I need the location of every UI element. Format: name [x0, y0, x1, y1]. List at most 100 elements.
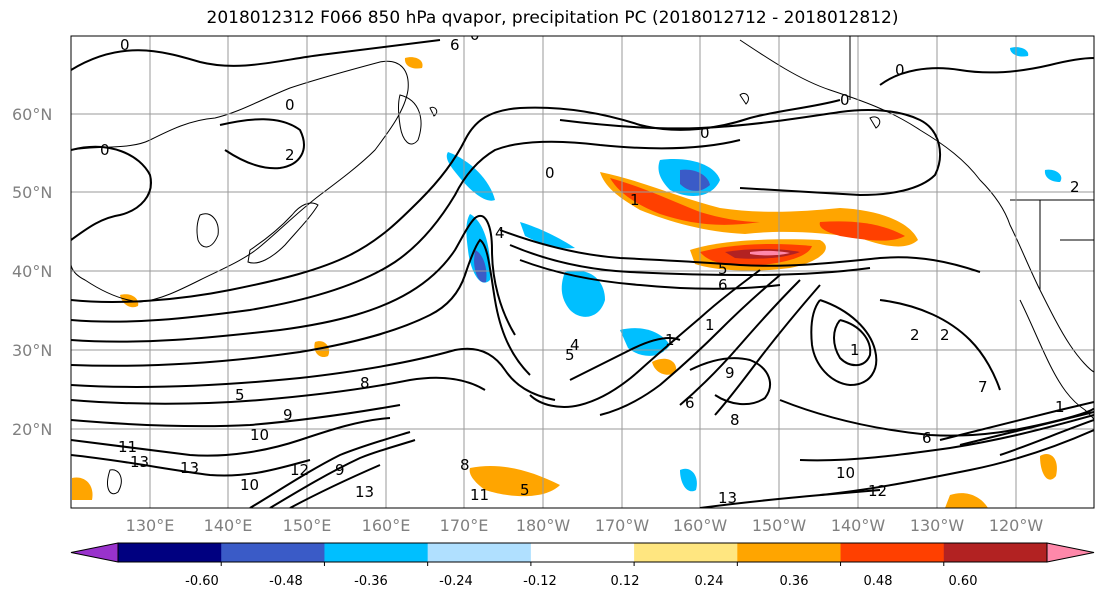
contour-label: 6 — [450, 36, 460, 54]
contour-line — [689, 357, 771, 406]
shade-negative-ne2 — [1044, 169, 1062, 182]
colorbar-swatch — [221, 543, 325, 562]
contour-line — [833, 319, 872, 367]
contour-label: 9 — [725, 364, 735, 382]
colorbar-swatches — [70, 542, 1095, 563]
contour-line — [71, 347, 556, 401]
contour-line — [269, 439, 416, 508]
contour-line — [819, 429, 1094, 496]
contour-label: 0 — [120, 36, 130, 54]
contour-line — [71, 238, 531, 376]
contour-line — [959, 411, 1094, 446]
shade-positive-n1 — [404, 57, 423, 69]
contour-label: 1 — [665, 331, 675, 349]
shade-strong-east — [819, 221, 905, 241]
contour-label: 6 — [718, 276, 728, 294]
contour-line — [219, 118, 305, 170]
shade-negative-mid2 — [520, 222, 575, 249]
colorbar-swatch — [1046, 542, 1095, 563]
contour-line — [71, 139, 741, 323]
contour-label: 8 — [360, 374, 370, 392]
coastline-korea — [196, 213, 219, 248]
colorbar-tick-label: 0.36 — [780, 574, 809, 589]
contour-label: 5 — [235, 386, 245, 404]
shade-positive-s — [945, 493, 988, 508]
colorbar-tick-label: 0.24 — [695, 574, 724, 589]
contour-line — [939, 401, 1094, 441]
contour-line — [559, 109, 941, 197]
colorbar-tick-label: 0.12 — [611, 574, 640, 589]
contour-label: 11 — [470, 486, 489, 504]
colorbar-swatch — [634, 543, 738, 562]
shade-positive-se — [1040, 454, 1057, 480]
contour-label: 0 — [840, 91, 850, 109]
contour-label: 5 — [718, 260, 728, 278]
contour-label: 12 — [290, 461, 309, 479]
contour-line — [529, 269, 761, 408]
contour-label: 1 — [705, 316, 715, 334]
colorbar-swatch — [118, 543, 222, 562]
contour-label: 0 — [470, 26, 480, 44]
lon-label: 130°E — [126, 516, 175, 535]
contour-line — [71, 454, 311, 477]
contour-label: 13 — [355, 483, 374, 501]
contour-line — [879, 57, 1094, 86]
contour-line — [699, 489, 881, 508]
colorbar-tick-label: -0.36 — [354, 574, 388, 589]
contour-line — [499, 229, 981, 273]
lon-label: 130°W — [910, 516, 965, 535]
lon-label: 120°W — [989, 516, 1044, 535]
colorbar-swatch — [324, 543, 429, 562]
contour-label: 6 — [685, 394, 695, 412]
lat-label: 60°N — [12, 105, 52, 124]
contour-label: 9 — [335, 461, 345, 479]
contour-label: 5 — [565, 346, 575, 364]
lon-label: 170°W — [595, 516, 650, 535]
contour-label: 11 — [118, 438, 137, 456]
contour-line — [799, 414, 1094, 462]
colorbar-swatch — [737, 543, 842, 562]
contour-label-layer: 0 0 0 0 0 2 6 0 1 4 0 1 2 5 8 9 5 10 11 … — [100, 26, 1080, 507]
lon-label: 150°E — [283, 516, 332, 535]
colorbar-swatch — [840, 543, 945, 562]
contour-label: 8 — [460, 456, 470, 474]
contour-label: 4 — [570, 336, 580, 354]
colorbar-tick-label: -0.24 — [439, 574, 473, 589]
contour-label: 0 — [700, 124, 710, 142]
contour-label: 13 — [718, 489, 737, 507]
shade-positive-e1 — [652, 358, 677, 375]
lon-label: 160°W — [673, 516, 728, 535]
contour-lines — [71, 39, 1094, 508]
contour-line — [71, 39, 441, 71]
contour-label: 12 — [868, 482, 887, 500]
longitude-labels: 130°E 140°E 150°E 160°E 170°E 180°W 170°… — [126, 516, 1044, 535]
shade-negative-sw1 — [680, 468, 697, 492]
contour-line — [599, 274, 781, 416]
contour-label: 10 — [250, 426, 269, 444]
coastline-nw-america — [849, 36, 1094, 290]
contour-label: 9 — [283, 406, 293, 424]
shade-strongneg-west2 — [474, 250, 487, 283]
lon-label: 150°W — [752, 516, 807, 535]
contour-label: 0 — [545, 164, 555, 182]
gridlines — [71, 36, 1094, 508]
contour-line — [71, 417, 391, 457]
contour-label: 2 — [285, 146, 295, 164]
shade-negative-mid — [561, 270, 605, 317]
shade-negative-west1 — [446, 152, 495, 201]
colorbar-swatch — [70, 542, 119, 563]
contour-line — [509, 244, 871, 277]
contour-line — [289, 464, 381, 508]
coastline-islands — [429, 92, 881, 129]
shade-positive-far-sw — [72, 477, 93, 500]
colorbar: -0.60 -0.48 -0.36 -0.24 -0.12 0.12 0.24 … — [70, 542, 1095, 589]
lon-label: 180°W — [516, 516, 571, 535]
contour-line — [999, 419, 1094, 456]
contour-label: 0 — [285, 96, 295, 114]
colorbar-swatch — [530, 543, 635, 562]
colorbar-swatch — [427, 543, 532, 562]
lon-label: 140°E — [204, 516, 253, 535]
colorbar-tick-label: -0.60 — [185, 574, 219, 589]
contour-line — [879, 299, 1001, 391]
